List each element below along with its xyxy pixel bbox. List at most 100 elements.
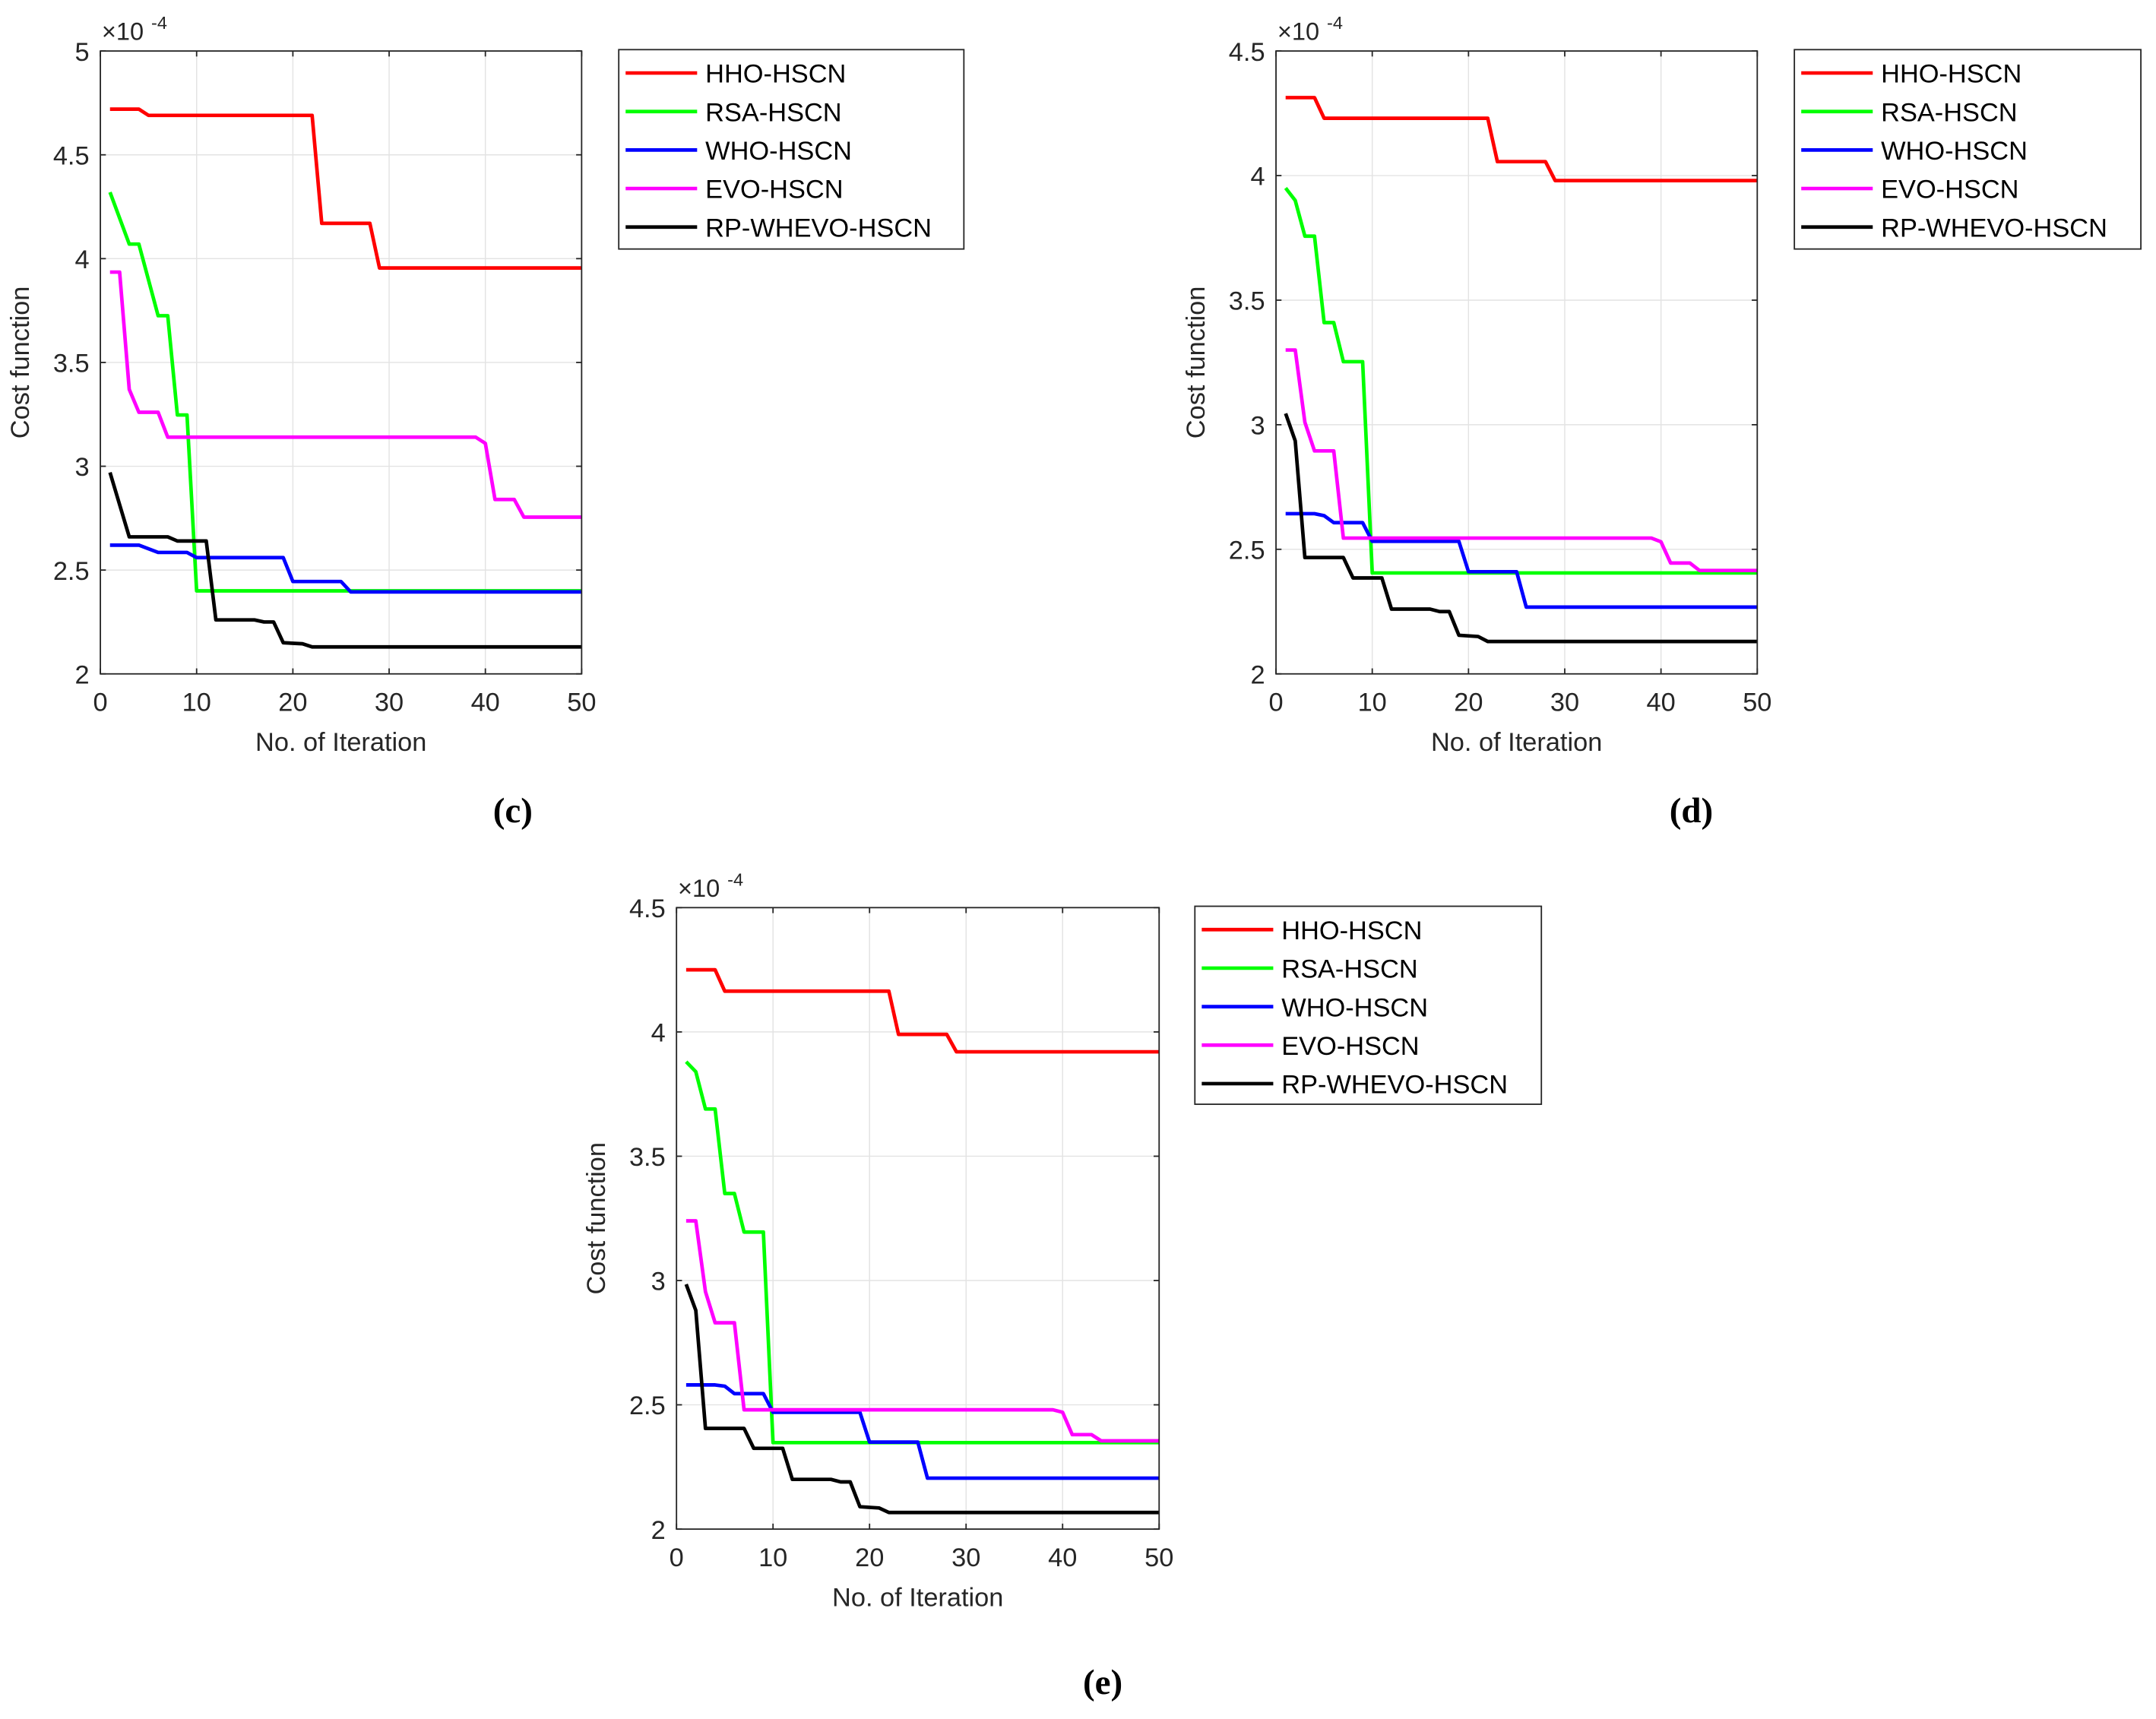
legend-label: RSA-HSCN bbox=[1281, 955, 1417, 984]
series-line-hho-hscn bbox=[1285, 96, 1758, 182]
x-tick-label: 40 bbox=[1048, 1543, 1077, 1572]
legend-item: RSA-HSCN bbox=[625, 98, 842, 127]
legend-label: RP-WHEVO-HSCN bbox=[1881, 214, 2107, 242]
series-line-who-hscn bbox=[109, 543, 582, 594]
y-multiplier-label: ×10 bbox=[678, 875, 720, 902]
chart-panel-d: 0 10 20 30 40 50 2 2.5 3 3.5 4 4.5 ×10 -4 No. of Itera… bbox=[1182, 13, 2142, 831]
y-multiplier-exponent: -4 bbox=[151, 13, 167, 33]
legend-label: RSA-HSCN bbox=[705, 98, 841, 127]
x-axis-label: No. of Iteration bbox=[832, 1583, 1003, 1612]
legend-item: HHO-HSCN bbox=[1801, 60, 2021, 89]
axes-box bbox=[1275, 50, 1759, 675]
x-tick-label: 0 bbox=[1268, 689, 1283, 717]
panel-label: (c) bbox=[493, 791, 533, 831]
series-line-who-hscn bbox=[685, 1383, 1160, 1480]
legend-item: WHO-HSCN bbox=[625, 137, 852, 166]
legend: HHO-HSCN RSA-HSCN WHO-HSCN EVO-HSCN RP-WHEVO… bbox=[1194, 905, 1543, 1105]
series-line-who-hscn bbox=[1285, 511, 1758, 609]
x-tick-label: 20 bbox=[278, 689, 307, 717]
legend-label: RSA-HSCN bbox=[1881, 98, 2017, 127]
legend-item: WHO-HSCN bbox=[1801, 137, 2028, 166]
series-line-rp-whevo-hscn bbox=[1284, 413, 1758, 644]
legend-label: HHO-HSCN bbox=[1881, 60, 2021, 89]
x-tick-label: 30 bbox=[375, 689, 404, 717]
series-line-evo-hscn bbox=[109, 270, 582, 519]
legend-item: RSA-HSCN bbox=[1201, 955, 1418, 984]
y-tick-label: 2.5 bbox=[53, 557, 90, 586]
series-line-hho-hscn bbox=[685, 967, 1160, 1054]
legend-item: RP-WHEVO-HSCN bbox=[1801, 214, 2107, 242]
panel-label: (d) bbox=[1670, 791, 1713, 831]
x-axis-label: No. of Iteration bbox=[1431, 728, 1602, 757]
legend-label: WHO-HSCN bbox=[1881, 137, 2028, 166]
legend-item: WHO-HSCN bbox=[1201, 993, 1428, 1022]
y-tick-label: 2 bbox=[74, 660, 89, 689]
series-line-rp-whevo-hscn bbox=[108, 472, 582, 649]
y-tick-label: 3 bbox=[651, 1268, 666, 1296]
y-axis-label: Cost function bbox=[6, 286, 35, 439]
legend-label: EVO-HSCN bbox=[1281, 1032, 1419, 1061]
legend-item: EVO-HSCN bbox=[1801, 176, 2019, 204]
y-tick-label: 3 bbox=[74, 453, 89, 482]
y-tick-label: 4.5 bbox=[53, 141, 90, 170]
y-tick-label: 2.5 bbox=[629, 1391, 666, 1420]
legend-item: HHO-HSCN bbox=[1201, 916, 1422, 945]
y-tick-label: 3.5 bbox=[1229, 287, 1265, 316]
x-tick-label: 10 bbox=[1358, 689, 1387, 717]
legend-label: EVO-HSCN bbox=[705, 176, 843, 204]
legend: HHO-HSCN RSA-HSCN WHO-HSCN EVO-HSCN RP-WHEVO… bbox=[1794, 49, 2142, 250]
y-tick-label: 2 bbox=[651, 1516, 666, 1545]
legend-item: RP-WHEVO-HSCN bbox=[625, 214, 932, 242]
legend-label: HHO-HSCN bbox=[1281, 916, 1422, 945]
y-tick-label: 5 bbox=[74, 38, 89, 67]
x-tick-label: 0 bbox=[93, 689, 108, 717]
x-tick-label: 10 bbox=[182, 689, 211, 717]
legend-label: WHO-HSCN bbox=[705, 137, 852, 166]
x-tick-label: 40 bbox=[1647, 689, 1676, 717]
y-tick-label: 2.5 bbox=[1229, 536, 1265, 565]
x-tick-label: 30 bbox=[951, 1543, 980, 1572]
y-axis-label: Cost function bbox=[582, 1142, 611, 1295]
x-axis-label: No. of Iteration bbox=[255, 728, 426, 757]
y-tick-label: 4.5 bbox=[629, 894, 666, 923]
legend-item: HHO-HSCN bbox=[625, 60, 846, 89]
series-line-rp-whevo-hscn bbox=[684, 1284, 1160, 1515]
x-tick-label: 20 bbox=[1454, 689, 1483, 717]
series-line-evo-hscn bbox=[685, 1219, 1160, 1443]
legend-label: RP-WHEVO-HSCN bbox=[705, 214, 932, 242]
y-tick-label: 4 bbox=[74, 245, 89, 274]
y-tick-label: 4.5 bbox=[1229, 38, 1265, 67]
legend-item: RSA-HSCN bbox=[1801, 98, 2018, 127]
y-tick-label: 2 bbox=[1250, 660, 1265, 689]
y-tick-label: 3.5 bbox=[629, 1143, 666, 1172]
legend-label: EVO-HSCN bbox=[1881, 176, 2018, 204]
chart-panel-c: 0 10 20 30 40 50 2 2.5 3 3.5 4 4.5 5 ×10 -4 No. of Iter… bbox=[6, 13, 965, 831]
series-line-evo-hscn bbox=[1285, 348, 1758, 573]
legend-label: WHO-HSCN bbox=[1281, 993, 1428, 1022]
chart-panel-e: 0 10 20 30 40 50 2 2.5 3 3.5 4 4.5 ×10 -4 No. of Itera… bbox=[582, 869, 1543, 1702]
y-tick-label: 3.5 bbox=[53, 350, 90, 378]
x-tick-label: 30 bbox=[1550, 689, 1579, 717]
y-multiplier-exponent: -4 bbox=[1327, 13, 1343, 33]
legend-label: HHO-HSCN bbox=[705, 60, 846, 89]
x-tick-label: 50 bbox=[1743, 689, 1771, 717]
x-tick-label: 20 bbox=[855, 1543, 884, 1572]
legend-label: RP-WHEVO-HSCN bbox=[1281, 1071, 1508, 1100]
legend-item: EVO-HSCN bbox=[1201, 1032, 1420, 1061]
y-multiplier-label: ×10 bbox=[1277, 18, 1319, 46]
panel-label: (e) bbox=[1083, 1663, 1122, 1702]
series-line-rsa-hscn bbox=[685, 1060, 1160, 1445]
y-tick-label: 4 bbox=[651, 1019, 666, 1048]
x-tick-label: 10 bbox=[758, 1543, 787, 1572]
series-line-rsa-hscn bbox=[1284, 187, 1758, 575]
x-tick-label: 0 bbox=[670, 1543, 684, 1572]
legend-item: EVO-HSCN bbox=[625, 176, 844, 204]
x-tick-label: 40 bbox=[471, 689, 500, 717]
series-line-rsa-hscn bbox=[108, 192, 582, 593]
x-tick-label: 50 bbox=[567, 689, 596, 717]
y-tick-label: 3 bbox=[1250, 412, 1265, 441]
y-axis-label: Cost function bbox=[1182, 286, 1211, 439]
y-tick-label: 4 bbox=[1250, 163, 1265, 192]
